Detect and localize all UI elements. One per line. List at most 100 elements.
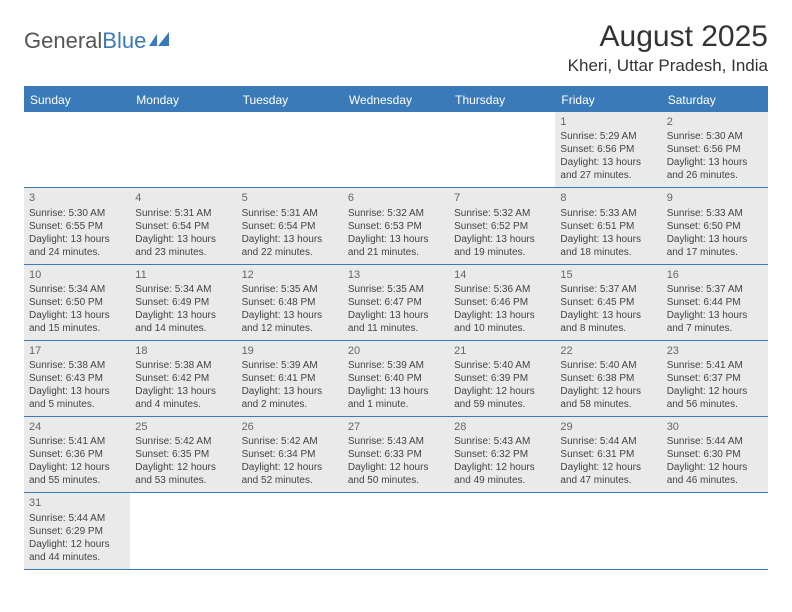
day-cell: 12Sunrise: 5:35 AMSunset: 6:48 PMDayligh… [237, 265, 343, 340]
sunrise-text: Sunrise: 5:34 AM [29, 283, 125, 296]
sunset-text: Sunset: 6:52 PM [454, 220, 550, 233]
sunset-text: Sunset: 6:47 PM [348, 296, 444, 309]
sunrise-text: Sunrise: 5:40 AM [560, 359, 656, 372]
sunset-text: Sunset: 6:38 PM [560, 372, 656, 385]
sunset-text: Sunset: 6:50 PM [29, 296, 125, 309]
week-row: 31 Sunrise: 5:44 AMSunset: 6:29 PMDayligh… [24, 493, 768, 569]
sunset-text: Sunset: 6:30 PM [667, 448, 763, 461]
day-cell: 5Sunrise: 5:31 AMSunset: 6:54 PMDaylight… [237, 188, 343, 263]
daylight-text: Daylight: 13 hours and 5 minutes. [29, 385, 125, 411]
daylight-text: Daylight: 12 hours and 47 minutes. [560, 461, 656, 487]
sunset-text: Sunset: 6:54 PM [135, 220, 231, 233]
sunrise-text: Sunrise: 5:39 AM [348, 359, 444, 372]
sunrise-text: Sunrise: 5:33 AM [560, 207, 656, 220]
day-header: Thursday [449, 88, 555, 112]
daylight-text: Daylight: 12 hours and 55 minutes. [29, 461, 125, 487]
sunset-text: Sunset: 6:48 PM [242, 296, 338, 309]
day-number: 14 [454, 268, 550, 282]
sunset-text: Sunset: 6:39 PM [454, 372, 550, 385]
day-number: 2 [667, 115, 763, 129]
day-cell: 2Sunrise: 5:30 AMSunset: 6:56 PMDaylight… [662, 112, 768, 187]
day-cell: 9Sunrise: 5:33 AMSunset: 6:50 PMDaylight… [662, 188, 768, 263]
sunrise-text: Sunrise: 5:35 AM [348, 283, 444, 296]
day-number: 5 [242, 191, 338, 205]
daylight-text: Daylight: 13 hours and 27 minutes. [560, 156, 656, 182]
day-cell [449, 493, 555, 568]
day-header: Wednesday [343, 88, 449, 112]
day-header: Monday [130, 88, 236, 112]
logo-text-1: General [24, 28, 102, 54]
day-header: Sunday [24, 88, 130, 112]
sunrise-text: Sunrise: 5:43 AM [348, 435, 444, 448]
sunrise-text: Sunrise: 5:44 AM [667, 435, 763, 448]
title-block: August 2025 Kheri, Uttar Pradesh, India [568, 20, 768, 76]
day-cell: 20Sunrise: 5:39 AMSunset: 6:40 PMDayligh… [343, 341, 449, 416]
day-cell [555, 493, 661, 568]
sunrise-text: Sunrise: 5:31 AM [242, 207, 338, 220]
sunset-text: Sunset: 6:42 PM [135, 372, 231, 385]
day-header: Friday [555, 88, 661, 112]
sunrise-text: Sunrise: 5:44 AM [29, 512, 125, 525]
calendar: SundayMondayTuesdayWednesdayThursdayFrid… [24, 86, 768, 570]
daylight-text: Daylight: 13 hours and 4 minutes. [135, 385, 231, 411]
day-cell [24, 112, 130, 187]
daylight-text: Daylight: 13 hours and 18 minutes. [560, 233, 656, 259]
calendar-body: 1Sunrise: 5:29 AMSunset: 6:56 PMDaylight… [24, 112, 768, 570]
sunrise-text: Sunrise: 5:42 AM [242, 435, 338, 448]
daylight-text: Daylight: 13 hours and 26 minutes. [667, 156, 763, 182]
daylight-text: Daylight: 13 hours and 12 minutes. [242, 309, 338, 335]
day-number: 30 [667, 420, 763, 434]
daylight-text: Daylight: 13 hours and 1 minute. [348, 385, 444, 411]
day-cell: 30Sunrise: 5:44 AMSunset: 6:30 PMDayligh… [662, 417, 768, 492]
daylight-text: Daylight: 13 hours and 11 minutes. [348, 309, 444, 335]
sunrise-text: Sunrise: 5:30 AM [29, 207, 125, 220]
day-cell: 21Sunrise: 5:40 AMSunset: 6:39 PMDayligh… [449, 341, 555, 416]
sunset-text: Sunset: 6:36 PM [29, 448, 125, 461]
day-number: 9 [667, 191, 763, 205]
day-number: 13 [348, 268, 444, 282]
day-cell: 8 Sunrise: 5:33 AMSunset: 6:51 PMDaylight… [555, 188, 661, 263]
sunset-text: Sunset: 6:55 PM [29, 220, 125, 233]
day-cell: 26Sunrise: 5:42 AMSunset: 6:34 PMDayligh… [237, 417, 343, 492]
sunset-text: Sunset: 6:29 PM [29, 525, 125, 538]
daylight-text: Daylight: 13 hours and 10 minutes. [454, 309, 550, 335]
day-number: 15 [560, 268, 656, 282]
sunrise-text: Sunrise: 5:36 AM [454, 283, 550, 296]
day-cell: 1Sunrise: 5:29 AMSunset: 6:56 PMDaylight… [555, 112, 661, 187]
day-number: 8 [560, 191, 656, 205]
day-number: 19 [242, 344, 338, 358]
day-number: 21 [454, 344, 550, 358]
day-number: 22 [560, 344, 656, 358]
sunrise-text: Sunrise: 5:41 AM [667, 359, 763, 372]
day-number: 7 [454, 191, 550, 205]
day-cell: 15Sunrise: 5:37 AMSunset: 6:45 PMDayligh… [555, 265, 661, 340]
day-cell [343, 112, 449, 187]
sunrise-text: Sunrise: 5:37 AM [560, 283, 656, 296]
day-cell: 19Sunrise: 5:39 AMSunset: 6:41 PMDayligh… [237, 341, 343, 416]
sunset-text: Sunset: 6:54 PM [242, 220, 338, 233]
day-number: 23 [667, 344, 763, 358]
sunset-text: Sunset: 6:51 PM [560, 220, 656, 233]
day-number: 10 [29, 268, 125, 282]
day-number: 31 [29, 496, 125, 510]
sunset-text: Sunset: 6:44 PM [667, 296, 763, 309]
day-cell: 25Sunrise: 5:42 AMSunset: 6:35 PMDayligh… [130, 417, 236, 492]
day-headers-row: SundayMondayTuesdayWednesdayThursdayFrid… [24, 88, 768, 112]
day-cell [237, 112, 343, 187]
sunset-text: Sunset: 6:37 PM [667, 372, 763, 385]
day-cell: 4Sunrise: 5:31 AMSunset: 6:54 PMDaylight… [130, 188, 236, 263]
sunrise-text: Sunrise: 5:30 AM [667, 130, 763, 143]
day-cell: 17Sunrise: 5:38 AMSunset: 6:43 PMDayligh… [24, 341, 130, 416]
daylight-text: Daylight: 13 hours and 17 minutes. [667, 233, 763, 259]
sunset-text: Sunset: 6:33 PM [348, 448, 444, 461]
daylight-text: Daylight: 13 hours and 24 minutes. [29, 233, 125, 259]
day-number: 4 [135, 191, 231, 205]
sunrise-text: Sunrise: 5:39 AM [242, 359, 338, 372]
sunrise-text: Sunrise: 5:41 AM [29, 435, 125, 448]
day-number: 20 [348, 344, 444, 358]
sunrise-text: Sunrise: 5:37 AM [667, 283, 763, 296]
daylight-text: Daylight: 12 hours and 44 minutes. [29, 538, 125, 564]
day-cell [662, 493, 768, 568]
day-number: 29 [560, 420, 656, 434]
sunset-text: Sunset: 6:46 PM [454, 296, 550, 309]
